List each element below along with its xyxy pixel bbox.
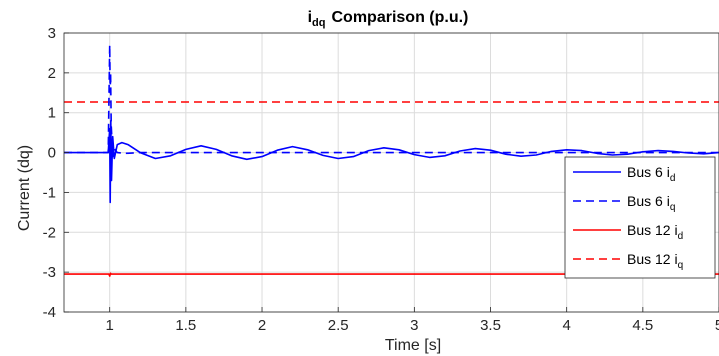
y-tick-label: -1 <box>43 184 56 201</box>
x-tick-label: 4 <box>563 317 571 334</box>
chart-title-main: i <box>308 9 312 26</box>
series-layer <box>64 44 719 277</box>
legend-label-main: Bus 6 i <box>627 164 670 180</box>
x-tick-label: 3 <box>410 317 418 334</box>
legend-label-sub: d <box>670 173 676 184</box>
ticks: 1 1.5 2 2.5 3 3.5 4 4.5 5 -4 -3 -2 -1 0 1 2 3 <box>43 25 719 334</box>
legend-label-sub: d <box>678 231 684 242</box>
legend-label-main: Bus 6 i <box>627 193 670 209</box>
legend-label-sub: q <box>678 260 684 271</box>
chart-title-sub: dq <box>312 17 325 29</box>
legend-label-3: Bus 12 iq <box>627 251 683 271</box>
legend-label-1: Bus 6 iq <box>627 193 675 213</box>
x-tick-label: 2 <box>258 317 266 334</box>
series-line-2 <box>64 272 719 277</box>
legend-label-main: Bus 12 i <box>627 222 678 238</box>
series-line-0 <box>64 119 719 204</box>
y-tick-label: -4 <box>43 304 56 321</box>
y-axis-label: Current (dq) <box>16 145 33 231</box>
legend-label-main: Bus 12 i <box>627 251 678 267</box>
x-tick-label: 2.5 <box>328 317 349 334</box>
y-tick-label: 0 <box>48 145 56 162</box>
plot-frame <box>63 32 719 313</box>
x-tick-label: 3.5 <box>480 317 501 334</box>
legend-box <box>564 156 716 279</box>
x-tick-label: 1 <box>106 317 114 334</box>
legend-label-2: Bus 12 id <box>627 222 683 242</box>
legend-label-sub: q <box>670 202 676 213</box>
legend-label-0: Bus 6 id <box>627 164 675 184</box>
x-tick-label: 5 <box>715 317 719 334</box>
chart-title-rest: Comparison (p.u.) <box>332 9 469 26</box>
y-tick-label: -2 <box>43 224 56 241</box>
x-tick-label: 4.5 <box>632 317 653 334</box>
y-tick-label: 3 <box>48 25 56 42</box>
x-tick-label: 1.5 <box>175 317 196 334</box>
y-tick-label: -3 <box>43 264 56 281</box>
x-axis-label: Time [s] <box>385 337 441 354</box>
chart-title: idq Comparison (p.u.) <box>308 9 469 29</box>
y-tick-label: 1 <box>48 105 56 122</box>
y-tick-label: 2 <box>48 65 56 82</box>
